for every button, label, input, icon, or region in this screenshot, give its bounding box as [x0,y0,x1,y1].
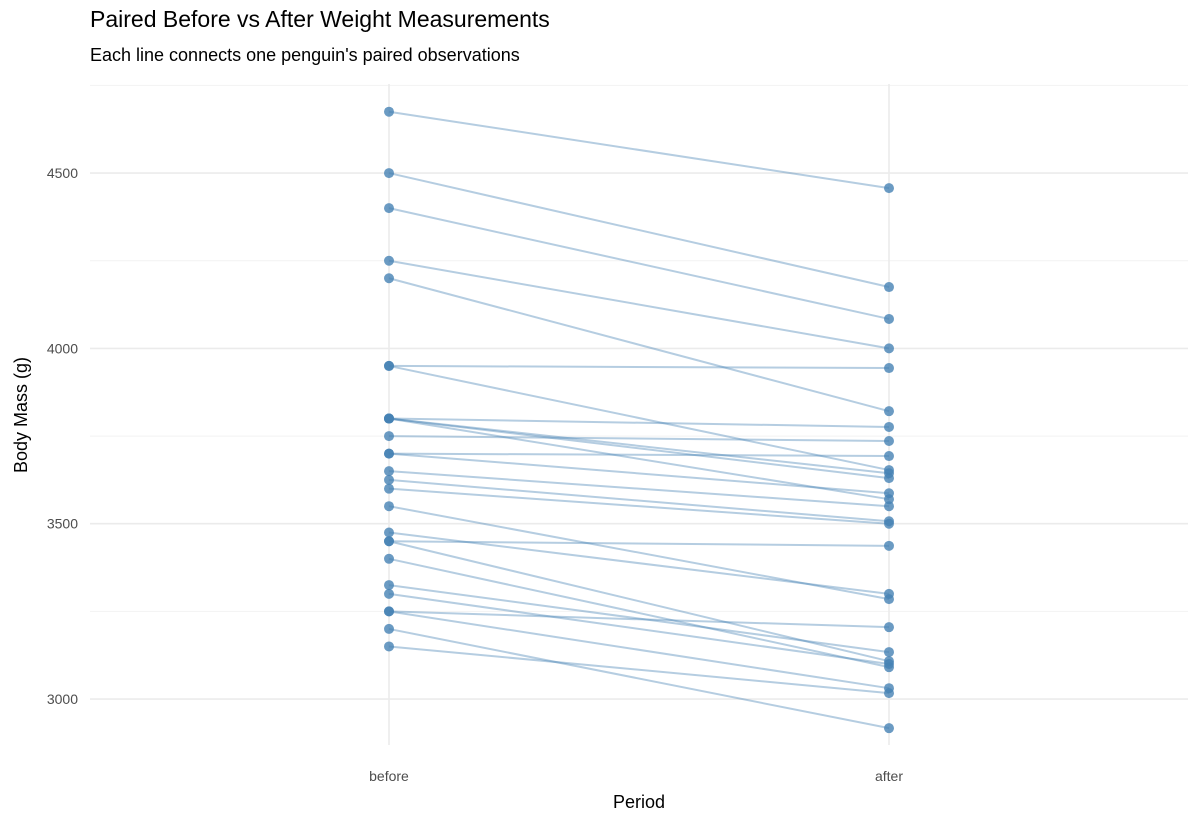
pair-line [388,478,890,523]
before-point [384,588,394,599]
y-tick-label: 3000 [47,691,78,707]
before-point [384,536,394,547]
pair-line [388,207,890,320]
after-point [884,647,894,658]
pair-line [388,277,890,413]
before-point [384,106,394,117]
pair-line [388,540,890,547]
before-point [384,273,394,284]
pair-line [388,592,890,665]
before-point [384,641,394,652]
pair-line [388,417,890,501]
before-point [384,606,394,617]
x-tick-label: after [875,768,903,784]
y-axis-label: Body Mass (g) [11,357,31,473]
after-point [884,622,894,633]
after-point [884,518,894,529]
chart-title: Paired Before vs After Weight Measuremen… [90,6,550,32]
before-point [384,623,394,634]
before-point [384,483,394,494]
pair-line [388,470,890,508]
after-point [884,451,894,462]
pair-line [388,505,890,601]
after-point [884,540,894,551]
before-point [384,501,394,512]
before-point [384,553,394,564]
pair-line [388,417,890,428]
x-tick-label: before [369,768,409,784]
before-point [384,474,394,485]
pair-line [388,259,890,350]
pair-line [388,110,890,190]
pair-line [388,417,890,480]
pair-line [388,452,890,458]
x-axis-label: Period [613,792,665,812]
pair-line [388,364,890,370]
before-point [384,527,394,538]
after-point [884,183,894,194]
before-point [384,580,394,591]
before-point [384,448,394,459]
after-point [884,723,894,734]
after-point [884,688,894,699]
pair-line [388,627,890,730]
pair-line [388,435,890,442]
pair-line [388,610,890,629]
pair-line [388,540,890,663]
before-point [384,168,394,179]
before-point [384,255,394,266]
before-point [384,431,394,442]
pair-line [388,645,890,695]
before-point [384,203,394,214]
pair-line [388,557,890,669]
y-tick-label: 4000 [47,340,78,356]
y-tick-label: 3500 [47,516,78,532]
after-point [884,343,894,354]
before-point [384,360,394,371]
after-point [884,435,894,446]
after-point [884,282,894,293]
after-point [884,406,894,417]
pair-line [388,452,890,495]
after-point [884,421,894,432]
pair-line [388,610,890,690]
pair-line [388,364,890,472]
pair-line [388,584,890,654]
after-point [884,473,894,484]
pair-line [388,487,890,525]
before-point [384,413,394,424]
after-point [884,363,894,374]
after-point [884,588,894,599]
after-point [884,501,894,512]
before-point [384,466,394,477]
chart-subtitle: Each line connects one penguin's paired … [90,45,520,65]
pair-line [388,417,890,475]
after-point [884,658,894,669]
pair-line [388,172,890,289]
y-tick-label: 4500 [47,165,78,181]
after-point [884,488,894,499]
after-point [884,313,894,324]
pair-line [388,531,890,595]
